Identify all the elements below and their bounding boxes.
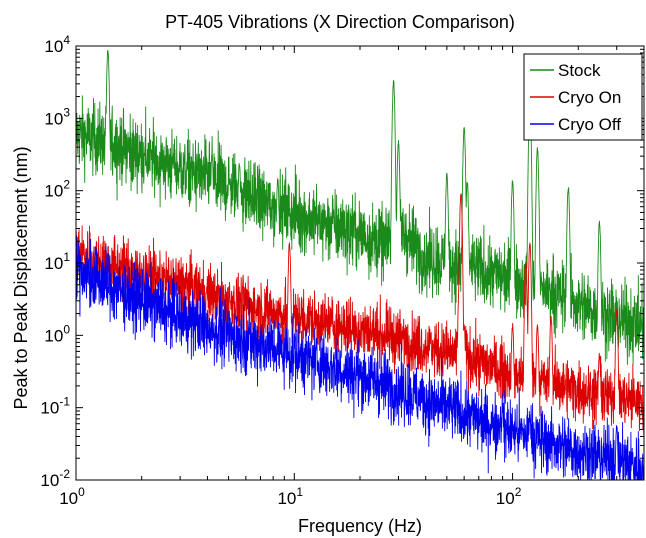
chart-title: PT-405 Vibrations (X Direction Compariso…: [165, 12, 515, 32]
y-tick-label-exponent: 1: [63, 250, 70, 264]
legend-label-cryo-off: Cryo Off: [558, 115, 621, 134]
legend-label-stock: Stock: [558, 61, 601, 80]
x-tick-label-base: 10: [277, 489, 296, 508]
y-tick-label-base: 10: [44, 37, 63, 56]
x-tick-label-base: 10: [496, 489, 515, 508]
series-line-cryo-on: [76, 193, 644, 435]
y-tick-label-exponent: 4: [63, 33, 70, 47]
y-tick-label-exponent: 0: [63, 322, 70, 336]
y-tick-label-exponent: 3: [63, 105, 70, 119]
y-tick-label: 10-1: [40, 395, 70, 418]
y-tick-label: 103: [44, 105, 70, 128]
y-tick-label: 100: [44, 322, 70, 345]
x-tick-label-exponent: 1: [296, 485, 303, 499]
series-layer: [76, 50, 644, 480]
y-tick-label-base: 10: [44, 254, 63, 273]
x-tick-label-exponent: 2: [515, 485, 522, 499]
y-tick-label-base: 10: [44, 109, 63, 128]
y-tick-label: 102: [44, 178, 70, 201]
y-tick-label-base: 10: [40, 471, 59, 490]
y-tick-label-base: 10: [40, 399, 59, 418]
y-tick-label: 104: [44, 33, 70, 56]
x-tick-label: 101: [277, 485, 303, 508]
y-tick-label-exponent: -2: [59, 467, 70, 481]
x-axis-label: Frequency (Hz): [298, 516, 422, 536]
x-tick-label: 100: [59, 485, 85, 508]
series-line-cryo-off: [76, 235, 644, 480]
y-tick-label-base: 10: [44, 326, 63, 345]
y-tick-label: 10-2: [40, 467, 70, 490]
x-tick-label-base: 10: [59, 489, 78, 508]
y-axis-label: Peak to Peak Displacement (nm): [11, 146, 31, 409]
legend: Stock Cryo On Cryo Off: [523, 53, 643, 141]
y-tick-label-base: 10: [44, 182, 63, 201]
legend-label-cryo-on: Cryo On: [558, 88, 621, 107]
y-tick-label: 101: [44, 250, 70, 273]
y-tick-label-exponent: 2: [63, 178, 70, 192]
y-tick-label-exponent: -1: [59, 395, 70, 409]
x-tick-label-exponent: 0: [78, 485, 85, 499]
x-tick-label: 102: [496, 485, 522, 508]
series-line-stock: [76, 50, 644, 365]
